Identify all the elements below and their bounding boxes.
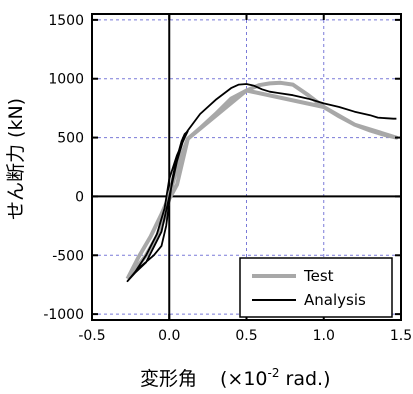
x-axis-label-main: 変形角 xyxy=(140,368,197,390)
x-tick-label: 1.5 xyxy=(390,328,412,344)
x-tick-label: 0.0 xyxy=(158,328,180,344)
x-tick-labels: -0.5 0.0 0.5 1.0 1.5 xyxy=(78,328,412,344)
series-layer xyxy=(125,80,399,283)
x-tick-label: 1.0 xyxy=(313,328,335,344)
x-axis-unit-prefix: (×10 xyxy=(220,368,268,390)
y-tick-label: 0 xyxy=(75,189,84,205)
x-tick-label: -0.5 xyxy=(78,328,105,344)
legend-label-test: Test xyxy=(303,267,334,285)
y-tick-labels: -1000 -500 0 500 1000 1500 xyxy=(43,13,84,323)
x-tick-label: 0.5 xyxy=(235,328,257,344)
legend: Test Analysis xyxy=(239,257,393,318)
y-tick-label: -500 xyxy=(52,248,84,264)
y-tick-label: 1000 xyxy=(48,72,84,88)
x-axis-label-unit: (×10-2 rad.) xyxy=(220,366,331,390)
y-axis-label: せん断力 (kN) xyxy=(5,98,27,220)
y-tick-label: 1500 xyxy=(48,13,84,29)
x-axis-unit-suffix: rad.) xyxy=(279,368,330,390)
legend-box xyxy=(239,257,393,318)
x-axis-unit-exponent: -2 xyxy=(268,366,280,380)
series-line-analysis xyxy=(126,83,397,283)
y-tick-label: 500 xyxy=(57,131,84,147)
y-tick-label: -1000 xyxy=(43,307,84,323)
series-line-test xyxy=(125,80,399,281)
legend-label-analysis: Analysis xyxy=(304,291,366,309)
